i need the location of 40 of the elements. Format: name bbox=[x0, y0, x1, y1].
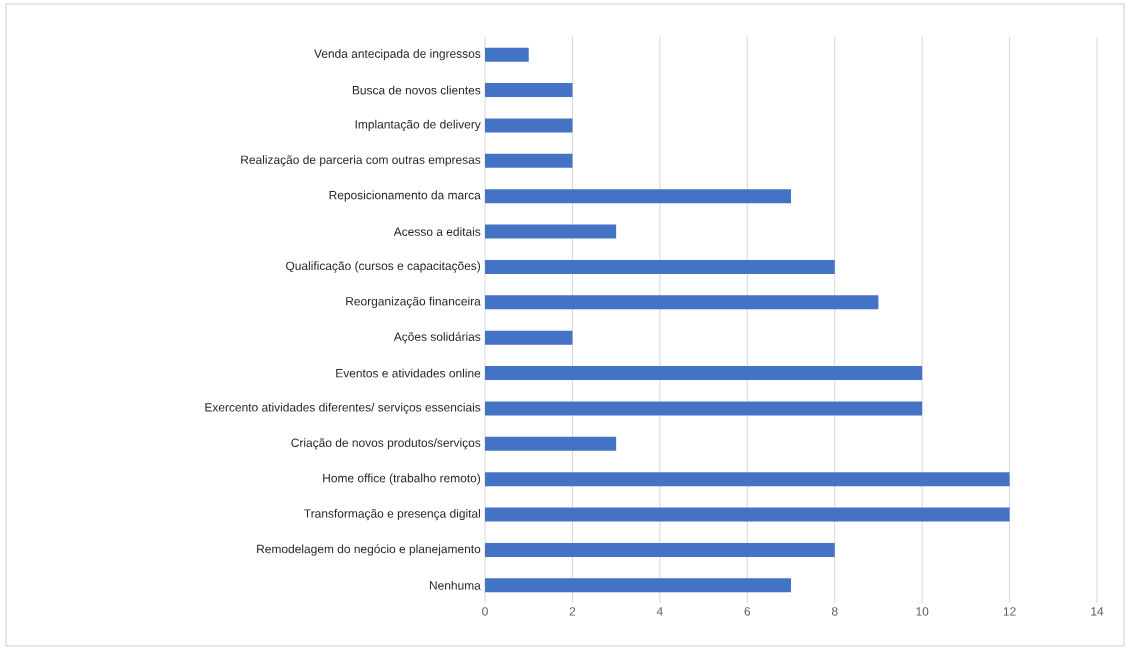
bar bbox=[485, 507, 1010, 522]
y-tick-label: Qualificação (cursos e capacitações) bbox=[286, 261, 481, 273]
y-tick-label: Reposicionamento da marca bbox=[329, 190, 481, 202]
bar bbox=[485, 153, 573, 168]
bar bbox=[485, 259, 835, 274]
bar bbox=[485, 330, 573, 345]
x-tick-label: 14 bbox=[1091, 607, 1104, 616]
x-tick-label: 4 bbox=[656, 607, 663, 616]
y-tick-label: Busca de novos clientes bbox=[352, 85, 481, 95]
y-tick-label: Transformação e presença digital bbox=[304, 508, 480, 521]
y-tick-label: Venda antecipada de ingressos bbox=[314, 49, 481, 61]
bar bbox=[485, 189, 792, 204]
bar bbox=[485, 401, 923, 416]
x-tick-label: 0 bbox=[482, 607, 488, 616]
bar bbox=[485, 224, 617, 239]
bar bbox=[485, 472, 1010, 487]
bar bbox=[485, 366, 923, 381]
y-tick-label: Nenhuma bbox=[429, 580, 481, 590]
bar bbox=[485, 542, 835, 557]
y-tick-label: Exercento atividades diferentes/ serviços essenciais bbox=[205, 402, 481, 415]
y-tick-label: Eventos e atividades online bbox=[336, 368, 481, 378]
y-tick-label: Implantação de delivery bbox=[355, 119, 481, 132]
x-tick-label: 6 bbox=[744, 607, 751, 616]
bar bbox=[485, 295, 879, 310]
y-tick-label: Acesso a editais bbox=[393, 227, 481, 236]
y-tick-label: Reorganização financeira bbox=[346, 296, 481, 308]
y-tick-label: Realização de parceria com outras empresas bbox=[241, 155, 481, 167]
x-tick-label: 2 bbox=[569, 607, 576, 616]
bar bbox=[485, 436, 617, 451]
y-tick-label: Remodelagem do negócio e planejamento bbox=[257, 544, 481, 556]
y-tick-label: Home office (trabalho remoto) bbox=[323, 473, 481, 485]
y-tick-label: Ações solidárias bbox=[393, 332, 481, 344]
bar bbox=[485, 47, 529, 62]
x-tick-label: 12 bbox=[1003, 607, 1016, 616]
bar bbox=[485, 83, 573, 98]
bar bbox=[485, 118, 573, 133]
y-tick-label: Criação de novos produtos/serviços bbox=[291, 438, 481, 450]
bar bbox=[485, 578, 792, 593]
x-tick-label: 8 bbox=[831, 607, 838, 616]
x-tick-label: 10 bbox=[916, 607, 929, 616]
